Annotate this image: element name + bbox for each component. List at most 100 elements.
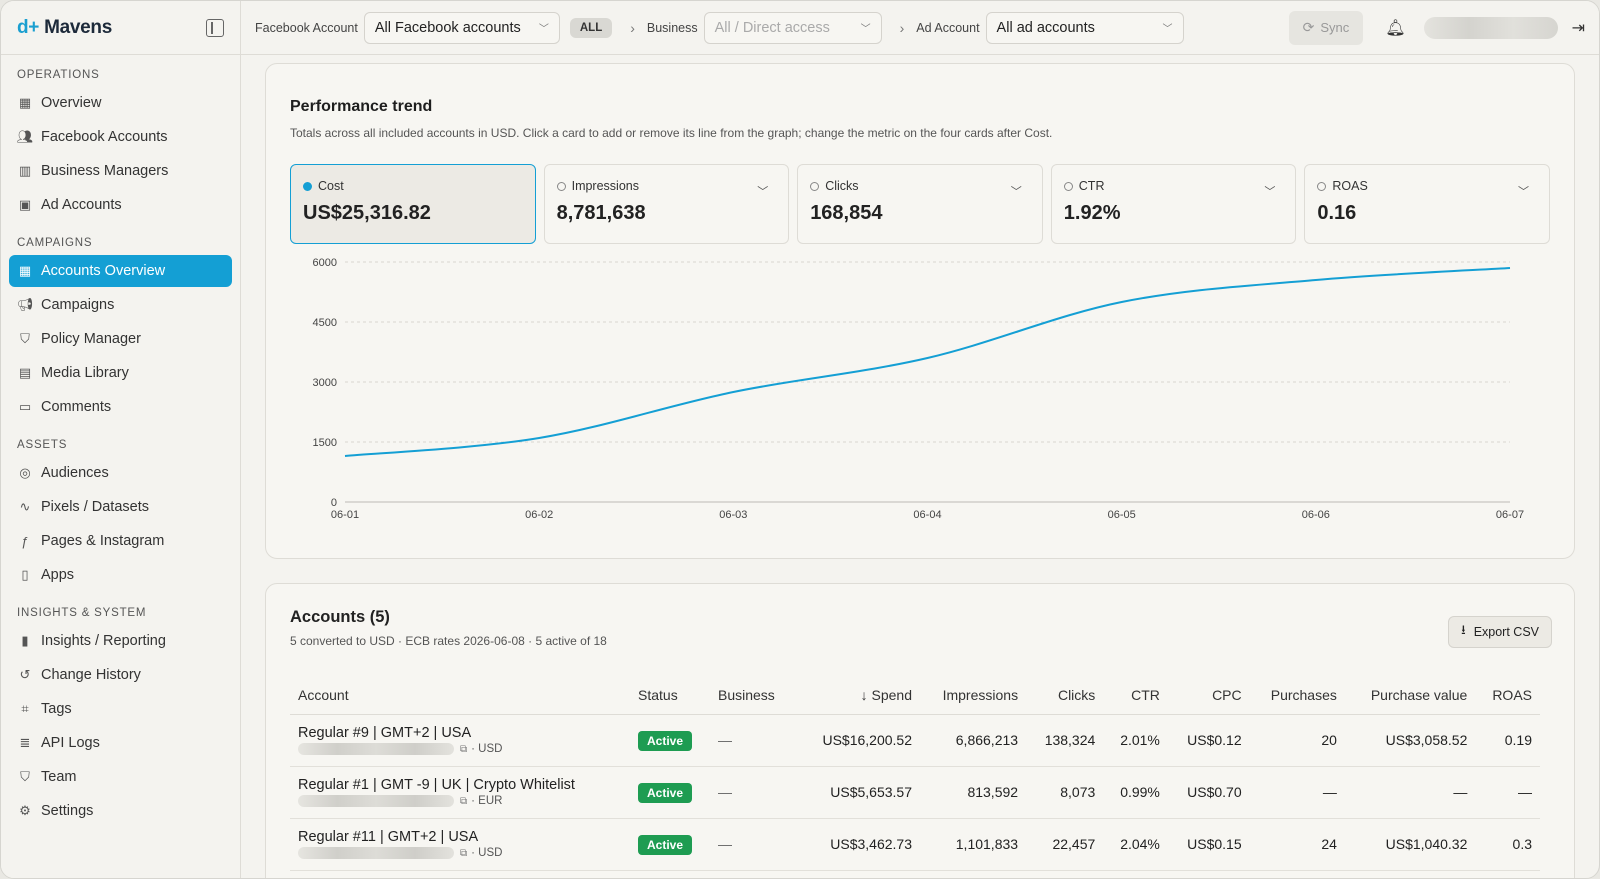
sidebar-collapse-icon[interactable] <box>206 18 224 37</box>
export-csv-button[interactable]: ⭳ Export CSV <box>1448 616 1552 648</box>
table-row[interactable]: Regular #1 | GMT -9 | UK | Crypto Whitel… <box>290 766 1540 819</box>
table-row[interactable]: Regular #9 | GMT+2 | USA ⧉ · USD Active … <box>290 714 1540 767</box>
col-impressions[interactable]: Impressions <box>920 676 1027 715</box>
cell-business: — <box>710 818 800 871</box>
cell-purchases: 20 <box>1249 714 1345 767</box>
x-tick-label: 06-05 <box>1108 509 1136 521</box>
account-name[interactable]: Regular #1 | GMT -9 | UK | Crypto Whitel… <box>298 777 575 793</box>
business-label: Business <box>646 20 698 35</box>
cell-spend: US$16,200.52 <box>800 714 920 767</box>
sidebar-item-change-history[interactable]: ↺ Change History <box>9 659 232 691</box>
chevron-down-icon: ﹀ <box>538 24 549 35</box>
cell-business: — <box>710 766 800 819</box>
sidebar-item-facebook-accounts[interactable]: 👥︎ Facebook Accounts <box>9 121 232 153</box>
cell-clicks: 8,073 <box>1026 766 1104 819</box>
table-row[interactable]: Regular #11 | GMT+2 | USA ⧉ · USD Active… <box>290 818 1540 871</box>
chevron-right-icon: › <box>899 19 905 36</box>
copy-icon[interactable]: ⧉ <box>460 743 468 755</box>
sidebar-item-apps[interactable]: ▯ Apps <box>9 559 232 591</box>
sidebar-item-label: Apps <box>41 567 75 583</box>
sidebar-item-pixels-datasets[interactable]: ∿ Pixels / Datasets <box>9 491 232 523</box>
sidebar-item-comments[interactable]: ▭ Comments <box>9 391 232 423</box>
facebook-account-label: Facebook Account <box>255 20 358 35</box>
sidebar-item-ad-accounts[interactable]: ▣ Ad Accounts <box>9 189 232 221</box>
sidebar-item-insights-reporting[interactable]: ▮ Insights / Reporting <box>9 625 232 657</box>
sidebar-item-tags[interactable]: ⌗ Tags <box>9 693 232 725</box>
cell-impressions: 813,592 <box>920 766 1027 819</box>
sidebar-item-campaigns[interactable]: 📢︎ Campaigns <box>9 289 232 321</box>
ad-account-select[interactable]: All ad accounts ﹀ <box>985 11 1184 44</box>
metric-card-clicks[interactable]: Clicks 168,854 ﹀ <box>797 164 1043 244</box>
nav-section-heading: OPERATIONS <box>17 69 100 81</box>
logout-icon[interactable]: ⇥ <box>1571 19 1585 37</box>
sort-desc-icon: ↓ <box>860 686 868 703</box>
chevron-down-icon[interactable]: ﹀ <box>1010 186 1022 198</box>
performance-chart: 0 1500 3000 4500 6000 06-01 06-02 06-03 06-04 06-… <box>290 250 1540 540</box>
all-accounts-pill[interactable]: ALL <box>569 17 613 38</box>
metric-card-cost[interactable]: Cost US$25,316.82 <box>290 164 536 244</box>
col-status[interactable]: Status <box>630 676 710 715</box>
accounts-table: Account Status Business ↓ Spend Impressi… <box>290 676 1540 871</box>
target-icon: ◎ <box>19 465 31 480</box>
series-toggle-dot-icon <box>556 181 566 191</box>
col-cpc[interactable]: CPC <box>1167 676 1250 715</box>
col-account[interactable]: Account <box>290 676 630 715</box>
cell-clicks: 22,457 <box>1026 818 1104 871</box>
redacted-account-id <box>298 743 454 755</box>
metric-value: 8,781,638 <box>556 202 646 224</box>
sidebar-nav: OPERATIONS ▦ Overview 👥︎ Facebook Accounts ▥ B… <box>1 55 240 827</box>
status-badge: Active <box>638 731 693 751</box>
metric-value: 168,854 <box>810 202 883 224</box>
chevron-right-icon: › <box>630 19 635 36</box>
metric-label: Cost <box>303 179 523 193</box>
col-clicks[interactable]: Clicks <box>1026 676 1104 715</box>
account-name[interactable]: Regular #11 | GMT+2 | USA <box>298 829 479 845</box>
logo[interactable]: d+ Mavens <box>17 17 112 39</box>
col-business[interactable]: Business <box>710 676 800 715</box>
account-name[interactable]: Regular #9 | GMT+2 | USA <box>298 725 472 741</box>
chevron-down-icon[interactable]: ﹀ <box>757 186 769 198</box>
copy-icon[interactable]: ⧉ <box>460 795 468 807</box>
account-currency: · USD <box>471 847 503 859</box>
tag-icon: ⌗ <box>21 701 29 716</box>
bell-icon[interactable]: 🔔︎ <box>1385 19 1406 37</box>
col-purchase-value[interactable]: Purchase value <box>1344 676 1476 715</box>
top-bar: Facebook Account All Facebook accounts ﹀… <box>241 1 1599 55</box>
sidebar-item-pages-instagram[interactable]: ƒ Pages & Instagram <box>9 525 232 557</box>
business-select[interactable]: All / Direct access ﹀ <box>703 11 882 44</box>
y-tick-label: 3000 <box>313 377 337 389</box>
cell-spend: US$3,462.73 <box>800 818 920 871</box>
metric-card-impressions[interactable]: Impressions 8,781,638 ﹀ <box>543 164 790 244</box>
user-menu[interactable] <box>1423 16 1558 39</box>
refresh-icon: ⟳ <box>1302 19 1315 35</box>
chevron-down-icon[interactable]: ﹀ <box>1517 186 1529 198</box>
copy-icon[interactable]: ⧉ <box>460 847 468 859</box>
x-tick-label: 06-07 <box>1496 509 1524 521</box>
metric-label-text: CTR <box>1078 179 1105 193</box>
sidebar-item-policy-manager[interactable]: ⛉ Policy Manager <box>9 323 232 355</box>
chevron-down-icon: ﹀ <box>860 24 871 35</box>
sync-button[interactable]: ⟳ Sync <box>1288 10 1364 45</box>
col-roas[interactable]: ROAS <box>1475 676 1540 715</box>
cell-roas: 0.3 <box>1475 818 1540 871</box>
sidebar-item-team[interactable]: ⛉ Team <box>9 761 232 793</box>
grid-icon: ▦ <box>18 263 32 278</box>
metric-value: 0.16 <box>1317 202 1357 224</box>
metric-card-ctr[interactable]: CTR 1.92% ﹀ <box>1050 164 1297 244</box>
col-spend[interactable]: ↓ Spend <box>800 676 920 715</box>
metric-label-text: Impressions <box>571 179 639 193</box>
chevron-down-icon[interactable]: ﹀ <box>1264 186 1276 198</box>
sidebar-item-api-logs[interactable]: ≣ API Logs <box>9 727 232 759</box>
metric-card-roas[interactable]: ROAS 0.16 ﹀ <box>1304 164 1550 244</box>
sidebar-item-overview[interactable]: ▦ Overview <box>9 87 232 119</box>
series-toggle-dot-icon <box>810 181 820 191</box>
col-purchases[interactable]: Purchases <box>1249 676 1345 715</box>
sidebar-item-media-library[interactable]: ▤ Media Library <box>9 357 232 389</box>
sidebar-item-accounts-overview[interactable]: ▦ Accounts Overview <box>9 255 232 287</box>
sidebar-item-business-managers[interactable]: ▥ Business Managers <box>9 155 232 187</box>
col-ctr[interactable]: CTR <box>1103 676 1168 715</box>
x-tick-label: 06-02 <box>525 509 553 521</box>
sidebar-item-settings[interactable]: ⚙ Settings <box>9 795 232 827</box>
facebook-account-select[interactable]: All Facebook accounts ﹀ <box>363 11 560 44</box>
sidebar-item-audiences[interactable]: ◎ Audiences <box>9 457 232 489</box>
